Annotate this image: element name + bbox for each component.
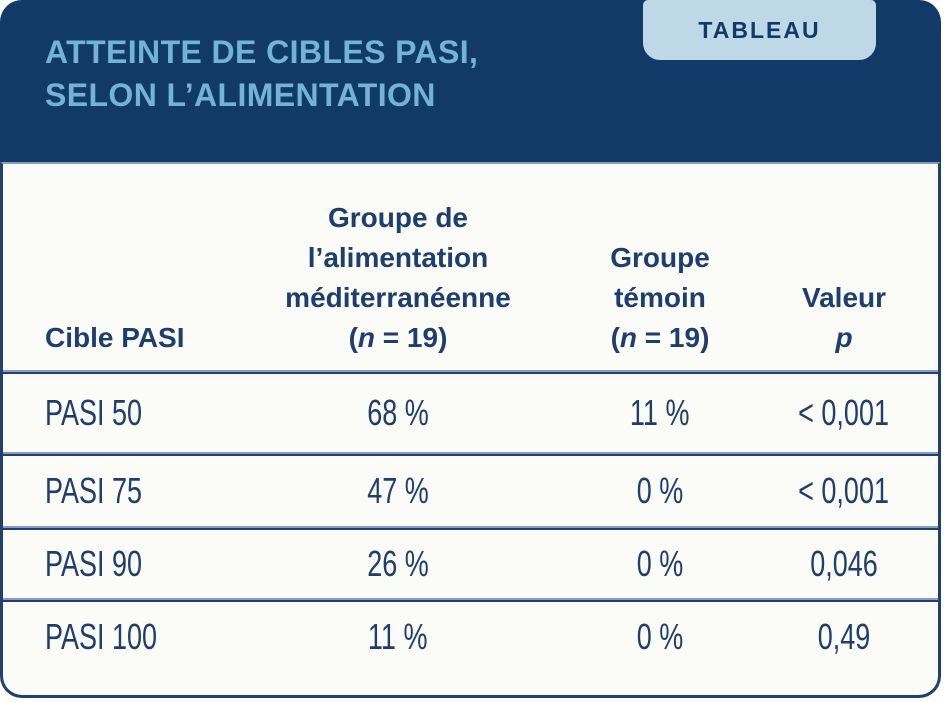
table-header-row: Cible PASI Groupe de l’alimentation médi… (3, 164, 938, 370)
cell-groupe-mediterraneenne: 68 % (367, 392, 429, 433)
column-header-groupe-mediterraneenne: Groupe de l’alimentation méditerranéenne… (247, 198, 549, 358)
row-separator (3, 452, 938, 456)
row-separator (3, 598, 938, 602)
cell-cible: PASI 75 (45, 470, 143, 511)
cell-valeur-p: < 0,001 (798, 392, 890, 433)
n-symbol: n (357, 322, 376, 353)
cell-cible: PASI 100 (45, 616, 158, 657)
cell-groupe-mediterraneenne: 26 % (367, 543, 429, 584)
table-body: Cible PASI Groupe de l’alimentation médi… (0, 162, 941, 698)
cell-valeur-p: < 0,001 (798, 470, 890, 511)
tableau-badge-label: TABLEAU (698, 16, 821, 43)
tableau-badge: TABLEAU (643, 0, 876, 60)
column-header-line: Groupe (610, 242, 710, 273)
n-symbol: n (619, 322, 638, 353)
header-separator (3, 370, 938, 374)
cell-valeur-p: 0,046 (810, 543, 878, 584)
column-header-cible-pasi: Cible PASI (3, 318, 247, 358)
cell-valeur-p: 0,49 (817, 616, 871, 657)
cell-groupe-temoin: 0 % (636, 543, 684, 584)
figure-title-line-2: SELON L’ALIMENTATION (45, 77, 436, 113)
table-row-pasi-75: PASI 75 47 % 0 % < 0,001 (3, 456, 938, 526)
table-row-pasi-100: PASI 100 11 % 0 % 0,49 (3, 602, 938, 672)
table-row-pasi-50: PASI 50 68 % 11 % < 0,001 (3, 374, 938, 452)
row-separator (3, 526, 938, 530)
column-header-groupe-temoin: Groupe témoin (n = 19) (549, 238, 771, 358)
cell-cible: PASI 50 (45, 392, 143, 433)
column-header-label: Cible PASI (45, 322, 185, 353)
cell-groupe-temoin: 11 % (630, 392, 690, 433)
column-header-valeur-p: Valeur p (771, 278, 941, 358)
figure-header-band: ATTEINTE DE CIBLES PASI, SELON L’ALIMENT… (0, 0, 941, 162)
cell-groupe-mediterraneenne: 11 % (368, 616, 428, 657)
p-symbol: p (835, 322, 853, 353)
column-header-line: méditerranéenne (285, 282, 511, 313)
column-header-line: Groupe de (327, 202, 468, 233)
figure-title-line-1: ATTEINTE DE CIBLES PASI, (45, 34, 479, 70)
table-row-pasi-90: PASI 90 26 % 0 % 0,046 (3, 530, 938, 598)
column-header-n-count: (n = 19) (610, 322, 710, 353)
cell-groupe-mediterraneenne: 47 % (367, 470, 429, 511)
figure-title: ATTEINTE DE CIBLES PASI, SELON L’ALIMENT… (45, 31, 478, 117)
column-header-line: Valeur (801, 282, 887, 313)
cell-groupe-temoin: 0 % (636, 470, 684, 511)
cell-groupe-temoin: 0 % (636, 616, 684, 657)
cell-cible: PASI 90 (45, 543, 143, 584)
column-header-line: l’alimentation (307, 242, 489, 273)
column-header-line: témoin (614, 282, 706, 313)
column-header-n-count: (n = 19) (348, 322, 448, 353)
